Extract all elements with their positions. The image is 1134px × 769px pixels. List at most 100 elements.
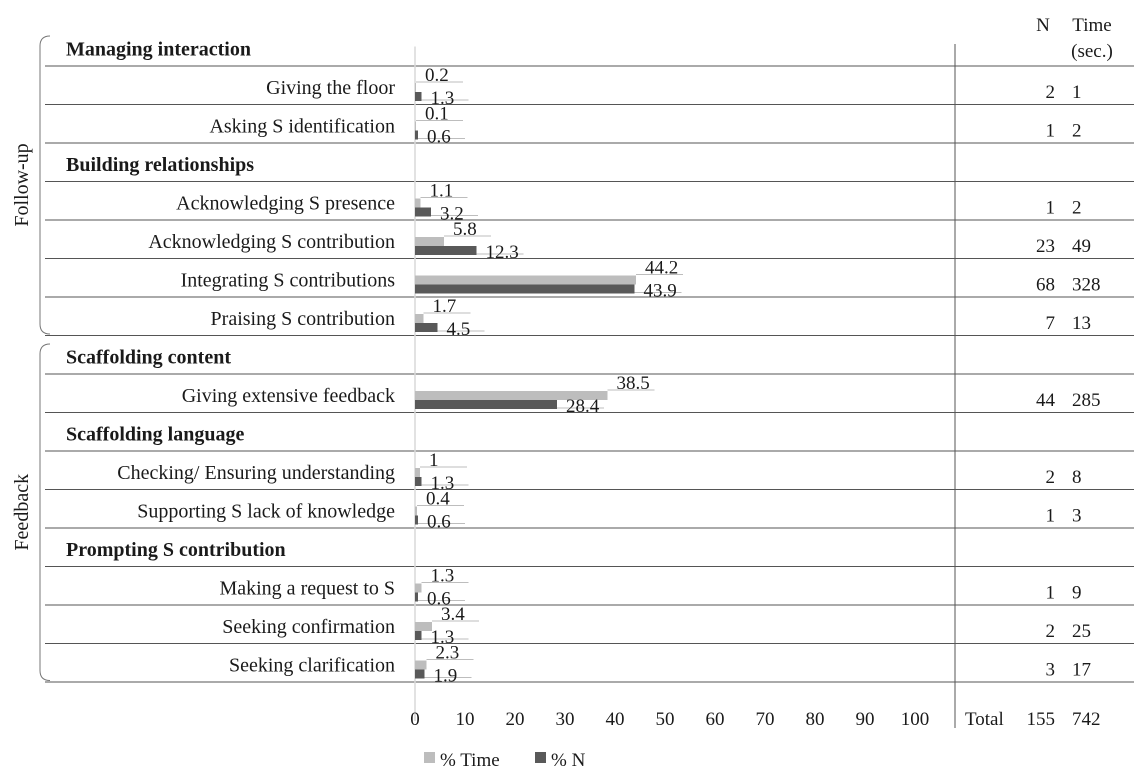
x-tick-label: 0 xyxy=(410,709,420,730)
x-axis-ticks: 0 10 20 30 40 50 60 70 80 90 100 xyxy=(410,709,929,730)
category-row: Giving the floor 0.21.3 2 1 xyxy=(266,65,1081,109)
data-label-n: 0.6 xyxy=(427,127,451,148)
category-row: Asking S identification 0.10.6 1 2 xyxy=(209,104,1081,148)
data-label-n: 1.3 xyxy=(431,473,455,494)
bar-n xyxy=(415,246,477,255)
bar-time xyxy=(415,506,417,516)
category-label: Checking/ Ensuring understanding xyxy=(117,462,395,484)
category-label: Making a request to S xyxy=(219,578,395,600)
data-label-n: 0.6 xyxy=(427,512,451,533)
bar-time xyxy=(415,583,422,593)
seconds-value: 49 xyxy=(1072,236,1091,257)
count-value: 1 xyxy=(1046,198,1056,219)
bar-n xyxy=(415,515,418,525)
bar-n xyxy=(415,631,422,640)
data-label-n: 43.9 xyxy=(644,281,677,302)
bar-n xyxy=(415,592,418,602)
legend-label-n: % N xyxy=(551,750,586,769)
header-time: Time xyxy=(1072,15,1111,36)
x-tick-label: 60 xyxy=(706,709,725,730)
bar-n xyxy=(415,130,418,140)
category-row: Making a request to S 1.30.6 1 9 xyxy=(219,566,1081,610)
column-header: N Time (sec.) xyxy=(1036,15,1113,62)
category-label: Acknowledging S presence xyxy=(176,193,395,215)
x-tick-label: 80 xyxy=(806,709,825,730)
bar-n xyxy=(415,92,422,101)
section-bracket xyxy=(39,343,51,681)
total-label: Total xyxy=(965,709,1004,730)
data-label-n: 28.4 xyxy=(566,396,600,417)
x-tick-label: 20 xyxy=(506,709,525,730)
group-label: Prompting S contribution xyxy=(66,539,286,561)
bar-time xyxy=(415,275,636,285)
data-label-n: 1.3 xyxy=(431,88,455,109)
x-tick-label: 10 xyxy=(456,709,475,730)
legend-swatch-n xyxy=(535,752,546,763)
x-tick-label: 40 xyxy=(606,709,625,730)
data-label-time: 1 xyxy=(429,450,439,471)
bar-time xyxy=(415,237,444,246)
data-label-time: 0.2 xyxy=(425,65,449,86)
x-tick-label: 100 xyxy=(901,709,930,730)
seconds-value: 13 xyxy=(1072,313,1091,334)
seconds-value: 2 xyxy=(1072,121,1082,142)
category-row: Integrating S contributions 44.243.9 68 328 xyxy=(181,258,1101,302)
bar-n xyxy=(415,207,431,217)
x-tick-label: 30 xyxy=(556,709,575,730)
data-label-time: 38.5 xyxy=(617,373,650,394)
bar-time xyxy=(415,198,421,208)
section-bracket xyxy=(39,35,51,335)
data-label-time: 3.4 xyxy=(441,604,465,625)
row-rules xyxy=(45,44,1134,728)
legend-swatch-time xyxy=(424,752,435,763)
category-label: Seeking confirmation xyxy=(222,616,395,638)
bar-n xyxy=(415,323,438,332)
seconds-value: 3 xyxy=(1072,506,1082,527)
category-label: Seeking clarification xyxy=(229,655,395,677)
count-value: 68 xyxy=(1036,275,1055,296)
count-value: 1 xyxy=(1046,506,1056,527)
group-label: Scaffolding content xyxy=(66,347,231,369)
category-label: Acknowledging S contribution xyxy=(148,231,395,253)
count-value: 2 xyxy=(1046,621,1056,642)
bar-time xyxy=(415,83,416,92)
category-label: Praising S contribution xyxy=(211,308,395,330)
data-label-n: 4.5 xyxy=(447,319,471,340)
category-row: Checking/ Ensuring understanding 11.3 2 8 xyxy=(117,450,1081,494)
category-row: Praising S contribution 1.74.5 7 13 xyxy=(211,296,1091,340)
legend: % Time % N xyxy=(424,750,586,769)
seconds-value: 17 xyxy=(1072,660,1091,681)
category-row: Seeking clarification 2.31.9 3 17 xyxy=(229,643,1091,687)
seconds-value: 8 xyxy=(1072,467,1082,488)
count-value: 1 xyxy=(1046,121,1056,142)
bar-time xyxy=(415,391,608,400)
category-label: Giving the floor xyxy=(266,77,395,99)
x-tick-label: 70 xyxy=(756,709,775,730)
seconds-value: 1 xyxy=(1072,82,1082,103)
seconds-value: 9 xyxy=(1072,583,1082,604)
bar-time xyxy=(415,121,416,131)
category-row: Supporting S lack of knowledge 0.40.6 1 3 xyxy=(137,489,1081,533)
section-label: Follow-up xyxy=(11,143,33,226)
data-label-time: 0.1 xyxy=(425,104,449,125)
data-label-time: 2.3 xyxy=(436,643,460,664)
section-brackets: Follow-up Feedback xyxy=(11,35,51,681)
category-label: Integrating S contributions xyxy=(181,270,396,292)
seconds-value: 25 xyxy=(1072,621,1091,642)
data-label-time: 1.1 xyxy=(430,181,454,202)
data-label-time: 1.3 xyxy=(431,566,455,587)
data-label-time: 5.8 xyxy=(453,219,477,240)
seconds-value: 285 xyxy=(1072,390,1101,411)
category-row: Giving extensive feedback 38.5 28.4 44 285 xyxy=(182,373,1101,417)
category-row: Acknowledging S contribution 5.8 12.3 23 49 xyxy=(148,219,1091,263)
count-value: 7 xyxy=(1046,313,1056,334)
data-label-n: 0.6 xyxy=(427,589,451,610)
header-time-unit: (sec.) xyxy=(1071,41,1113,62)
category-label: Supporting S lack of knowledge xyxy=(137,501,395,523)
section-label: Feedback xyxy=(11,474,33,551)
data-label-n: 1.9 xyxy=(434,666,458,687)
data-label-n: 1.3 xyxy=(431,627,455,648)
bar-time xyxy=(415,314,424,323)
